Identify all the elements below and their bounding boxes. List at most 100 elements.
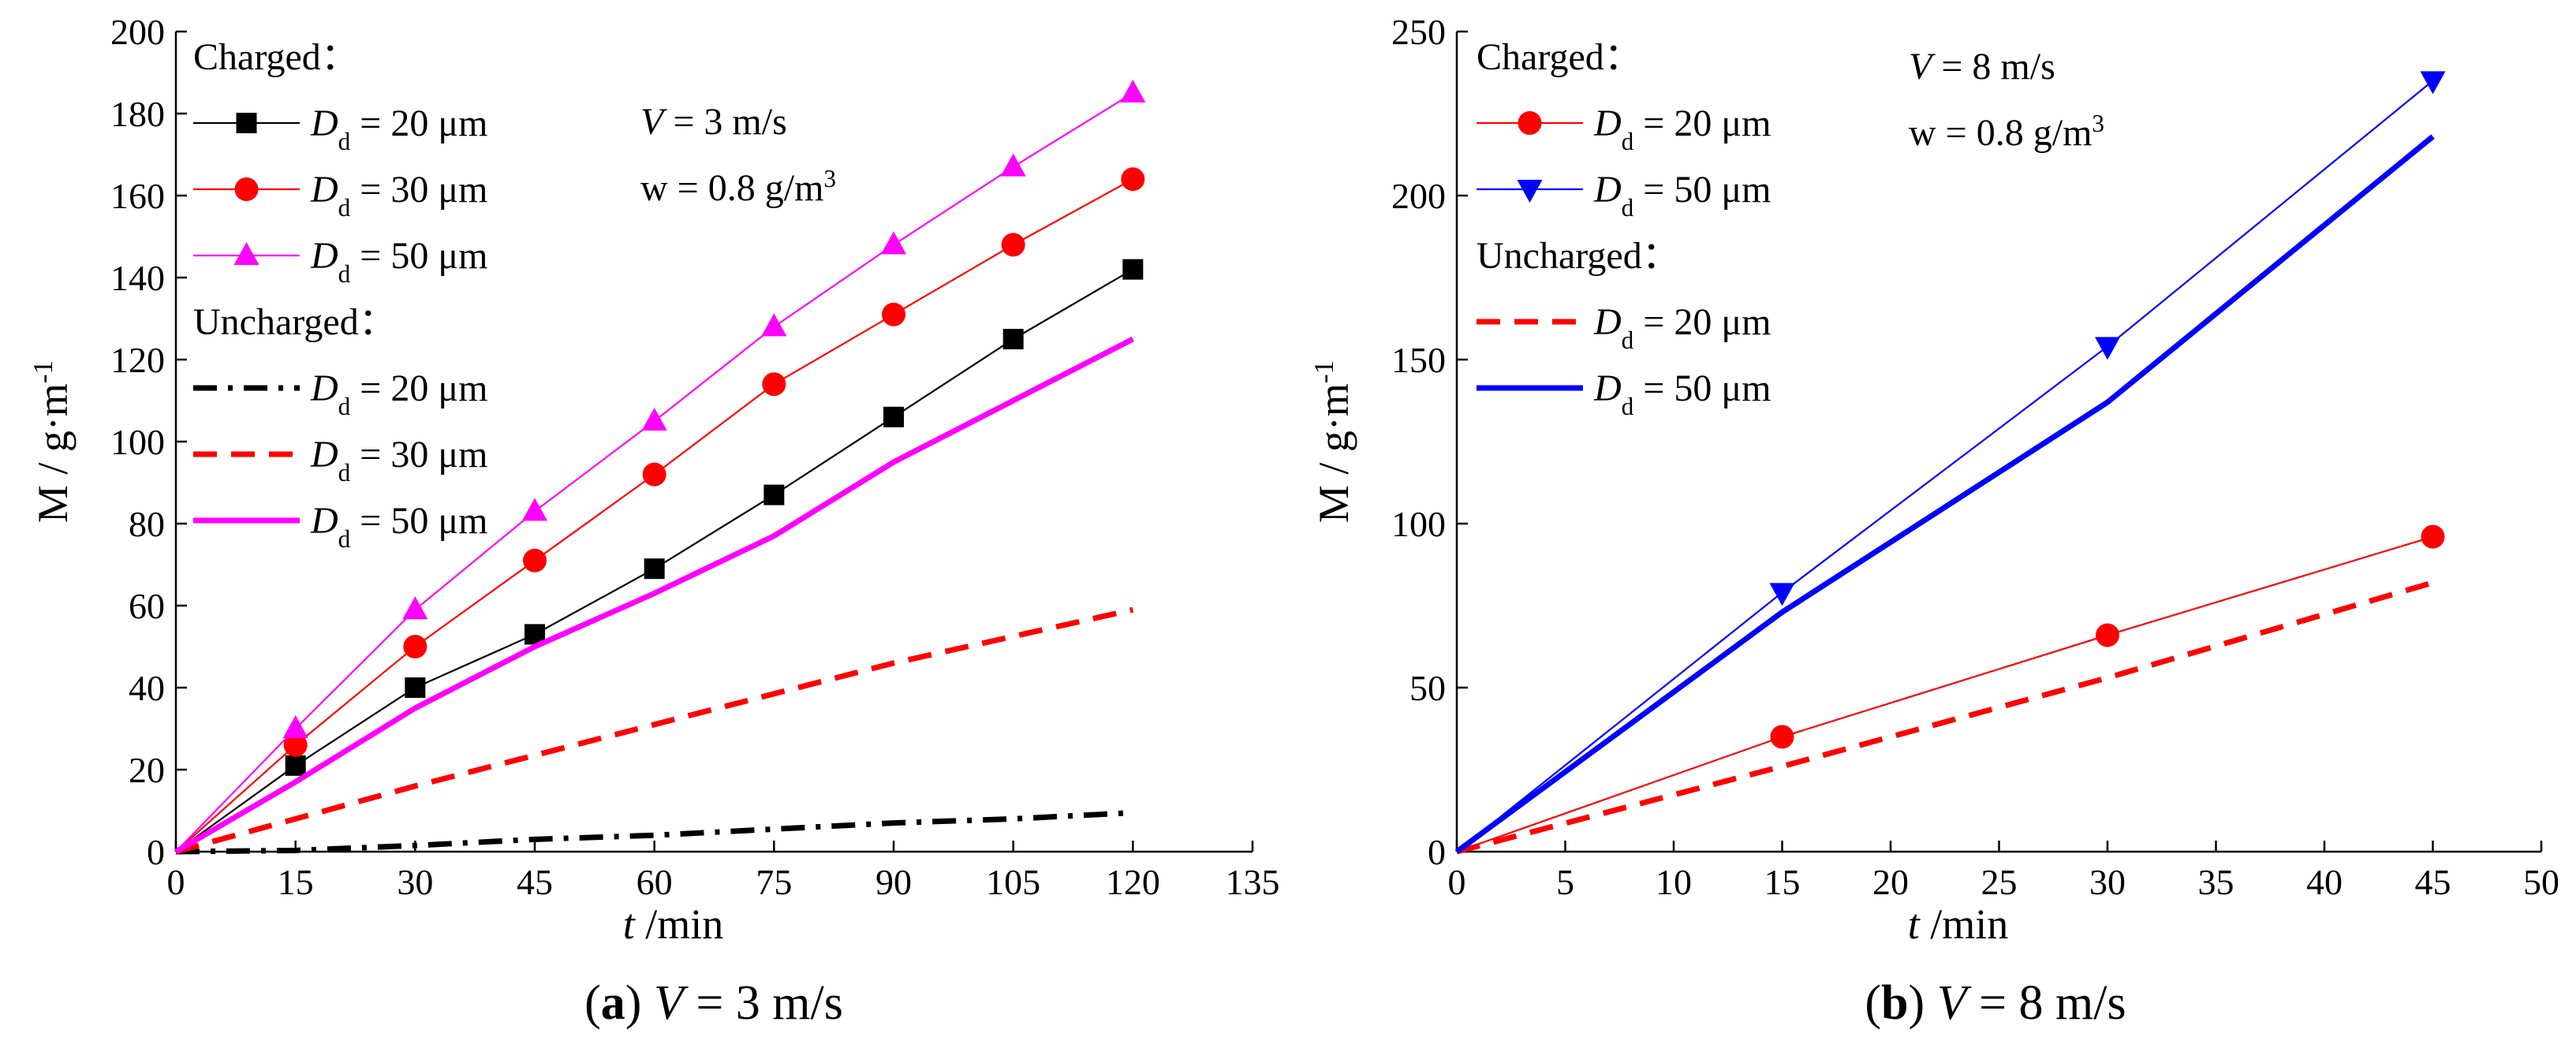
x-tick-label: 120 xyxy=(1106,862,1160,902)
data-point xyxy=(2096,623,2119,647)
x-tick-label: 45 xyxy=(517,862,553,902)
data-point xyxy=(282,715,308,738)
series-line xyxy=(174,336,1134,855)
y-tick-label: 200 xyxy=(1391,176,1446,216)
legend-marker xyxy=(236,113,257,133)
x-axis-label: t /min xyxy=(1908,901,2009,948)
data-point xyxy=(882,302,905,326)
x-tick-label: 15 xyxy=(278,862,314,902)
data-point xyxy=(522,498,547,521)
data-point xyxy=(763,484,785,505)
legend-label: Dd = 50 μm xyxy=(310,235,487,288)
panel-b: 0 5 10 15 20 25 30 35 40 45 50 0 50 100 150 200 250 t /mi… xyxy=(1309,12,2560,1030)
legend-label: Dd = 20 μm xyxy=(310,367,487,420)
series-line xyxy=(1456,580,2434,855)
series-line xyxy=(1456,80,2434,852)
y-tick-label: 100 xyxy=(1391,504,1446,544)
legend-label: Dd = 20 μm xyxy=(310,103,487,155)
legend-group-title: Charged： xyxy=(1477,36,1642,78)
data-point xyxy=(641,408,667,431)
legend-label: Dd = 30 μm xyxy=(310,169,487,222)
x-tick-label: 60 xyxy=(637,862,673,902)
legend-marker xyxy=(1518,111,1542,135)
legend-label: Dd = 20 μm xyxy=(1593,301,1771,354)
legend-label: Dd = 20 μm xyxy=(1593,103,1771,155)
data-point xyxy=(1001,233,1025,257)
y-tick-label: 20 xyxy=(129,750,165,790)
legend-label: Dd = 50 μm xyxy=(1593,367,1771,420)
legend-group-title: Uncharged： xyxy=(193,301,397,343)
x-tick-label: 0 xyxy=(167,862,185,902)
y-tick-label: 140 xyxy=(110,258,165,298)
legend-marker xyxy=(234,177,259,201)
x-tick-label: 20 xyxy=(1872,862,1909,902)
x-tick-label: 40 xyxy=(2306,862,2343,902)
x-tick-label: 30 xyxy=(397,862,433,902)
data-point xyxy=(1002,329,1024,349)
data-point xyxy=(2421,524,2445,549)
data-point xyxy=(1769,583,1795,606)
x-tick-label: 105 xyxy=(986,862,1040,902)
legend-marker xyxy=(1517,180,1543,203)
annotation: V = 3 m/s xyxy=(640,101,787,143)
y-tick-label: 40 xyxy=(129,668,165,708)
annotation: w = 0.8 g/m3 xyxy=(640,165,836,210)
data-point xyxy=(2095,337,2120,360)
y-tick-label: 50 xyxy=(1409,668,1446,708)
y-tick-label: 60 xyxy=(129,586,165,626)
data-point xyxy=(1120,80,1146,103)
y-tick-label: 160 xyxy=(110,176,165,216)
legend-label: Dd = 50 μm xyxy=(1593,169,1771,222)
data-point xyxy=(402,596,428,620)
legend-group-title: Charged： xyxy=(193,36,359,78)
legend-group-title: Uncharged： xyxy=(1477,235,1680,277)
x-tick-label: 15 xyxy=(1764,862,1801,902)
data-point xyxy=(642,462,666,487)
series-line xyxy=(175,810,1133,855)
data-point xyxy=(283,733,308,757)
y-axis-label: M / g·m-1 xyxy=(28,360,77,523)
legend-marker xyxy=(233,242,259,265)
data-point xyxy=(883,406,904,427)
legend-label: Dd = 50 μm xyxy=(310,500,487,553)
data-point xyxy=(1770,725,1794,749)
legend-label: Dd = 30 μm xyxy=(310,434,487,487)
x-tick-label: 30 xyxy=(2089,862,2126,902)
y-tick-label: 250 xyxy=(1391,12,1446,52)
x-tick-label: 0 xyxy=(1448,862,1466,902)
data-point xyxy=(761,313,787,337)
panel-a: 0 15 30 45 60 75 90 105 120 135 0 20 40 60 80 100 120 140… xyxy=(28,12,1280,1030)
data-point xyxy=(1000,153,1026,177)
x-axis-label: t /min xyxy=(623,901,724,948)
data-point xyxy=(285,755,306,776)
y-axis-label: M / g·m-1 xyxy=(1309,360,1358,523)
data-point xyxy=(405,677,426,698)
x-tick-label: 75 xyxy=(756,862,792,902)
y-tick-label: 100 xyxy=(110,422,165,462)
data-point xyxy=(644,558,665,580)
y-tick-label: 120 xyxy=(110,340,165,380)
data-point xyxy=(881,231,906,255)
y-tick-label: 200 xyxy=(110,12,165,52)
y-tick-label: 80 xyxy=(129,504,165,544)
panel-caption: (a) V = 3 m/s xyxy=(584,976,843,1030)
data-point xyxy=(523,548,547,573)
data-point xyxy=(403,635,427,658)
x-tick-label: 45 xyxy=(2415,862,2451,902)
data-point xyxy=(1122,259,1144,280)
data-point xyxy=(1121,167,1145,192)
x-tick-label: 50 xyxy=(2523,862,2559,902)
y-tick-label: 0 xyxy=(147,832,165,872)
x-tick-label: 35 xyxy=(2198,862,2234,902)
panel-caption: (b) V = 8 m/s xyxy=(1865,976,2126,1030)
data-point xyxy=(762,372,786,397)
y-tick-label: 150 xyxy=(1391,340,1446,380)
data-point xyxy=(2420,71,2446,95)
x-tick-label: 90 xyxy=(875,862,912,902)
series-line xyxy=(175,606,1134,855)
annotation: V = 8 m/s xyxy=(1909,46,2055,88)
x-tick-label: 5 xyxy=(1556,862,1574,902)
x-tick-label: 135 xyxy=(1226,862,1280,902)
x-tick-label: 10 xyxy=(1656,862,1692,902)
